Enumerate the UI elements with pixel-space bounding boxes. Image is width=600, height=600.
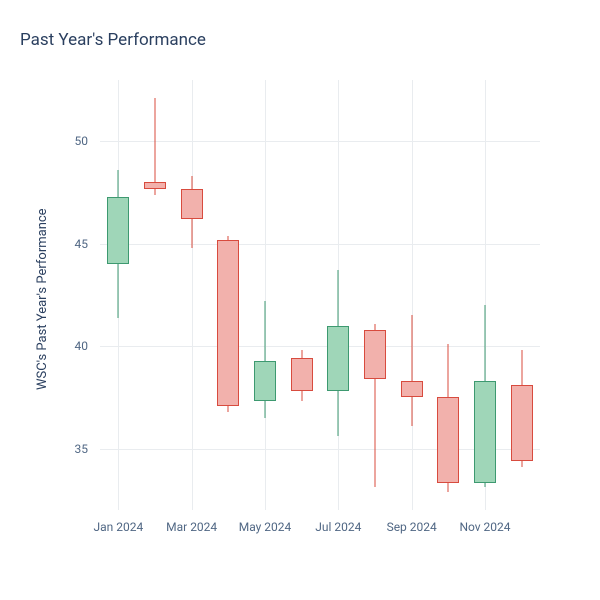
x-tick-label: Sep 2024 (387, 520, 437, 534)
y-axis-label: WSC's Past Year's Performance (35, 208, 50, 390)
candlestick-chart: Past Year's Performance WSC's Past Year'… (0, 0, 600, 600)
candle-body (511, 385, 533, 461)
candle (364, 80, 386, 510)
candle (181, 80, 203, 510)
candle (401, 80, 423, 510)
candle-body (474, 381, 496, 483)
y-tick-label: 50 (75, 134, 89, 148)
candle-body (437, 397, 459, 483)
candle (511, 80, 533, 510)
candle (291, 80, 313, 510)
y-tick-label: 35 (75, 442, 89, 456)
candle-wick (155, 98, 156, 194)
y-tick-label: 45 (75, 237, 89, 251)
candle-body (364, 330, 386, 379)
candle (437, 80, 459, 510)
chart-title: Past Year's Performance (20, 30, 206, 50)
candle-body (254, 361, 276, 402)
candle (327, 80, 349, 510)
candle-body (291, 358, 313, 391)
x-tick-label: May 2024 (239, 520, 292, 534)
plot-area: 35404550Jan 2024Mar 2024May 2024Jul 2024… (100, 80, 540, 510)
x-tick-label: Nov 2024 (459, 520, 510, 534)
x-tick-label: Jan 2024 (93, 520, 143, 534)
candle (474, 80, 496, 510)
x-tick-label: Mar 2024 (166, 520, 217, 534)
y-tick-label: 40 (75, 339, 89, 353)
x-tick-label: Jul 2024 (315, 520, 361, 534)
candle-body (401, 381, 423, 397)
candle-body (107, 197, 129, 265)
candle-body (327, 326, 349, 392)
candle-wick (411, 315, 412, 426)
candle (217, 80, 239, 510)
candle-body (144, 182, 166, 188)
candle (144, 80, 166, 510)
candle (107, 80, 129, 510)
candle-body (217, 240, 239, 406)
candle-body (181, 189, 203, 220)
candle (254, 80, 276, 510)
